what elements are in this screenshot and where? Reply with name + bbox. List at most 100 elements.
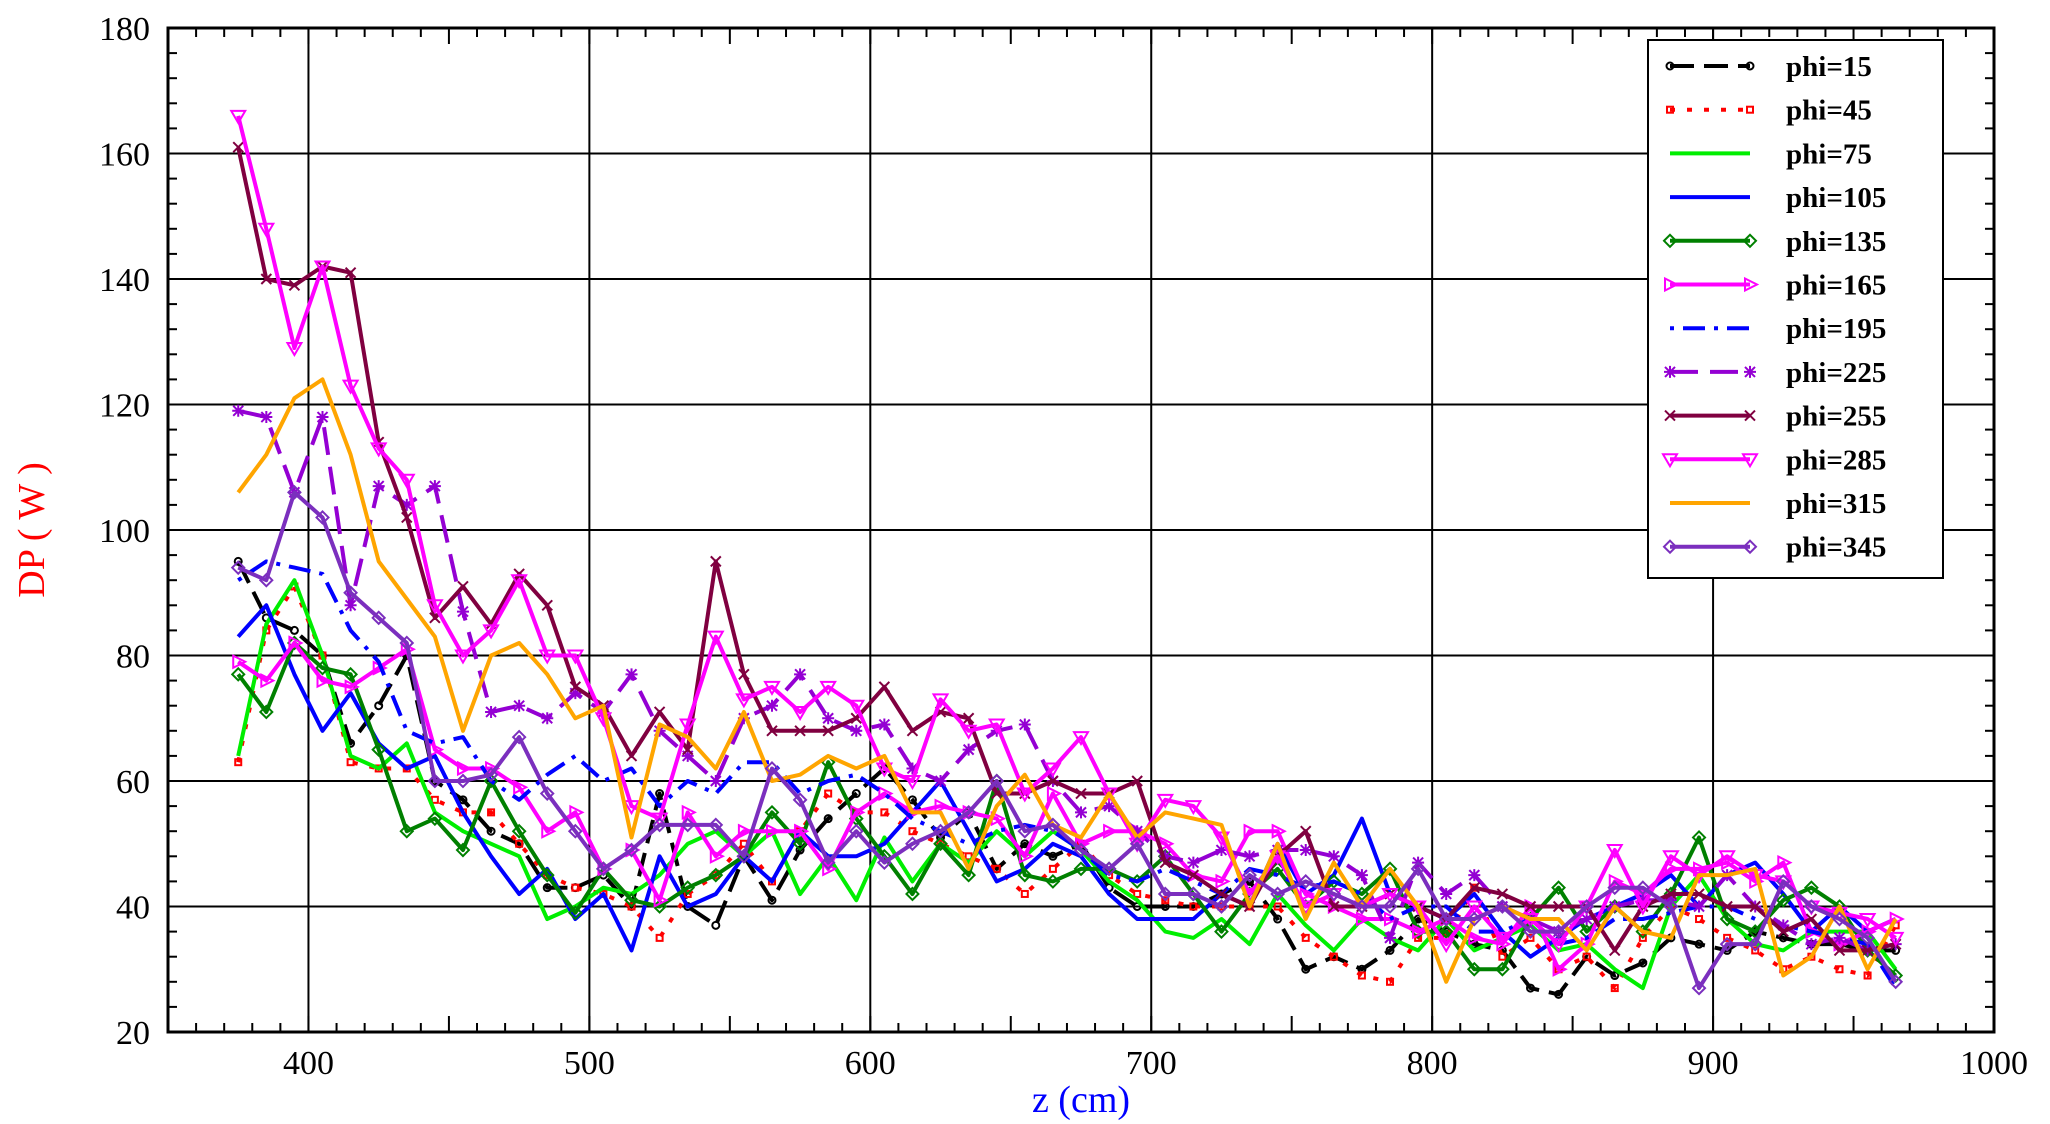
data-point (850, 724, 863, 737)
data-point (1298, 873, 1314, 889)
data-point (961, 867, 977, 883)
data-point (1693, 888, 1705, 900)
data-point (1016, 787, 1034, 803)
data-point (1299, 844, 1312, 857)
data-point (569, 681, 582, 693)
data-point (513, 568, 525, 580)
series-line-7 (237, 408, 1897, 953)
data-point (1778, 933, 1788, 943)
data-point (1665, 888, 1677, 900)
legend-label: phi=15 (1786, 51, 1872, 83)
data-point (1072, 731, 1090, 747)
data-point (344, 679, 360, 695)
data-point (627, 902, 636, 911)
data-point (567, 905, 583, 921)
y-tick-label-0: 20 (116, 1015, 150, 1052)
legend-label: phi=45 (1786, 95, 1872, 127)
data-point (934, 775, 947, 787)
data-point (1832, 911, 1847, 927)
legend-label: phi=225 (1786, 357, 1886, 389)
data-point (313, 260, 332, 276)
x-tick-label-0: 400 (283, 1045, 334, 1082)
legend-label: phi=195 (1786, 313, 1886, 345)
data-point (822, 861, 838, 877)
data-point (1751, 946, 1760, 955)
data-point (1551, 880, 1566, 896)
plot-frame (166, 26, 1996, 1034)
data-point (708, 817, 724, 833)
legend-marker (1746, 105, 1754, 114)
data-point (1805, 913, 1818, 925)
data-point (1498, 952, 1507, 961)
data-point (341, 379, 360, 395)
data-point (571, 883, 580, 892)
data-point (905, 836, 920, 852)
data-point (1833, 931, 1846, 944)
data-point (1523, 924, 1538, 940)
data-point (566, 649, 585, 665)
data-point (428, 480, 441, 493)
data-point (1184, 800, 1203, 816)
data-point (1803, 899, 1819, 914)
series-line-9 (236, 115, 1897, 947)
data-point (1046, 785, 1063, 802)
data-point (736, 848, 752, 864)
data-point (906, 762, 919, 775)
data-point (792, 792, 808, 808)
data-point (398, 473, 416, 489)
data-point (1440, 887, 1453, 900)
data-point (1580, 913, 1593, 926)
legend-entry-1: phi=45 (1666, 95, 1872, 127)
data-point (878, 718, 891, 731)
legend-marker (1664, 276, 1680, 293)
data-point (987, 718, 1006, 734)
data-point (1468, 930, 1484, 946)
data-point (1638, 958, 1648, 968)
data-point (399, 635, 415, 651)
data-point (1017, 823, 1033, 839)
data-point (372, 480, 385, 493)
data-point (1020, 889, 1029, 898)
data-point (260, 273, 273, 285)
data-point (931, 693, 950, 709)
data-point (1526, 933, 1535, 942)
data-point (427, 811, 443, 827)
data-point (1045, 817, 1061, 833)
data-point (482, 624, 500, 640)
legend-marker (1744, 365, 1756, 378)
data-point (1721, 900, 1733, 913)
data-point (1215, 844, 1228, 857)
data-point (1131, 775, 1143, 787)
data-point (1718, 850, 1736, 866)
data-point (343, 585, 359, 601)
data-point (794, 725, 806, 737)
data-point (1494, 961, 1510, 977)
data-point (371, 742, 387, 758)
data-point (1694, 939, 1704, 949)
data-point (650, 812, 669, 828)
data-point (230, 666, 246, 682)
x-tick-label-5: 900 (1688, 1045, 1739, 1082)
data-point (1103, 823, 1119, 839)
data-point (569, 804, 585, 820)
data-point (1860, 930, 1875, 946)
data-point (1355, 869, 1368, 882)
data-point (541, 599, 553, 612)
data-point (1382, 899, 1398, 914)
data-point (823, 814, 833, 824)
data-point (708, 867, 724, 883)
data-point (1695, 915, 1704, 924)
data-point (1465, 900, 1484, 916)
series-line-6 (237, 559, 1898, 990)
data-point (1858, 913, 1877, 929)
data-point (1214, 899, 1229, 914)
data-point (596, 861, 611, 877)
data-point (1329, 952, 1338, 961)
data-point (1273, 902, 1282, 911)
data-point (257, 222, 276, 238)
data-point (1494, 899, 1510, 914)
data-point (934, 798, 950, 814)
data-point (680, 817, 696, 833)
data-point (680, 880, 696, 896)
data-point (906, 725, 919, 737)
